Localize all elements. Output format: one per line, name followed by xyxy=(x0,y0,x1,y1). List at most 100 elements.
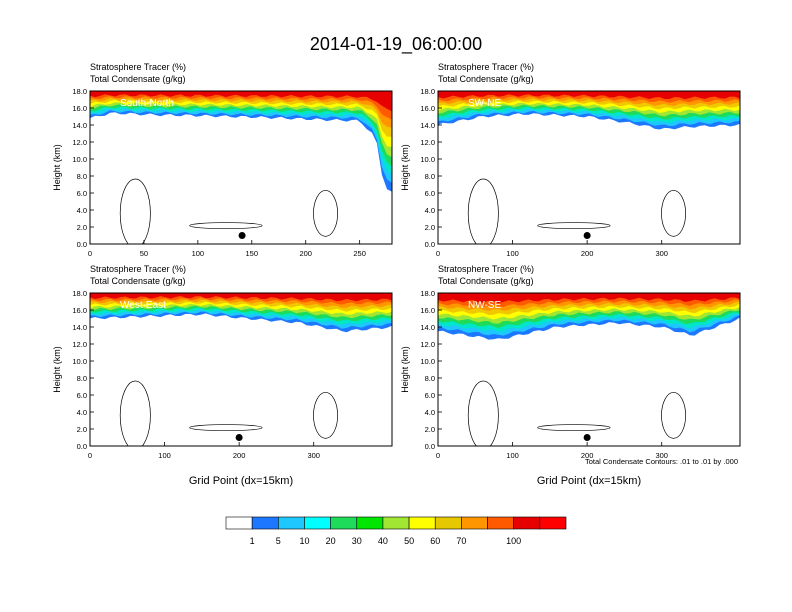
x-tick-label: 250 xyxy=(353,249,366,258)
plot-area xyxy=(438,91,740,244)
location-dot xyxy=(238,232,246,239)
location-dot xyxy=(583,434,591,441)
y-tick-label: 0.0 xyxy=(425,240,435,249)
tracer-band-5 xyxy=(90,91,392,158)
condensate-contour xyxy=(467,178,499,244)
colorbar-swatch xyxy=(539,516,567,530)
panel-label: SW-NE xyxy=(468,98,501,109)
x-tick-label: 200 xyxy=(581,451,594,460)
y-tick-label: 4.0 xyxy=(425,408,435,417)
y-tick-label: 6.0 xyxy=(425,189,435,198)
y-tick-label: 14.0 xyxy=(72,121,87,130)
x-axis-label: Grid Point (dx=15km) xyxy=(537,475,641,487)
y-tick-label: 14.0 xyxy=(420,323,435,332)
x-tick-label: 100 xyxy=(192,249,205,258)
colorbar-label: 30 xyxy=(352,536,362,546)
y-tick-label: 6.0 xyxy=(77,189,87,198)
y-axis-label: Height (km) xyxy=(52,144,62,191)
x-tick-label: 300 xyxy=(655,451,668,460)
contour-footnote: Total Condensate Contours: .01 to .01 by… xyxy=(585,457,738,466)
y-tick-label: 16.0 xyxy=(420,306,435,315)
y-tick-label: 10.0 xyxy=(72,155,87,164)
x-tick-label: 0 xyxy=(436,249,440,258)
colorbar-swatch xyxy=(434,516,462,530)
y-tick-label: 0.0 xyxy=(77,442,87,451)
y-tick-label: 18.0 xyxy=(72,87,87,96)
x-tick-label: 200 xyxy=(581,249,594,258)
colorbar-swatch xyxy=(304,516,331,530)
y-tick-label: 16.0 xyxy=(420,104,435,113)
colorbar-label: 20 xyxy=(326,536,336,546)
plot-frame xyxy=(89,292,393,447)
tracer-band-10 xyxy=(90,91,392,112)
tracer-band-10 xyxy=(438,293,740,303)
y-tick-label: 14.0 xyxy=(420,121,435,130)
colorbar-label: 70 xyxy=(456,536,466,546)
var-title-1: Stratosphere Tracer (%) xyxy=(438,62,534,72)
colorbar-label: 5 xyxy=(276,536,281,546)
plot-frame xyxy=(437,292,741,447)
condensate-contour xyxy=(537,424,611,432)
colorbar-swatch xyxy=(513,516,541,530)
y-tick-label: 2.0 xyxy=(425,425,435,434)
y-tick-label: 12.0 xyxy=(420,340,435,349)
panel-nw-se: NW-SE Stratosphere Tracer (%) Total Conden… xyxy=(400,264,741,487)
condensate-contour xyxy=(189,222,263,230)
colorbar-swatch xyxy=(487,516,514,530)
y-tick-label: 12.0 xyxy=(420,138,435,147)
y-tick-label: 6.0 xyxy=(77,391,87,400)
plot-area xyxy=(90,91,392,244)
plot-area xyxy=(438,293,740,446)
colorbar-swatch xyxy=(461,516,488,530)
y-axis-label: Height (km) xyxy=(52,346,62,393)
condensate-contour xyxy=(537,222,611,230)
y-tick-label: 10.0 xyxy=(420,155,435,164)
y-tick-label: 10.0 xyxy=(420,357,435,366)
y-tick-label: 14.0 xyxy=(72,323,87,332)
colorbar-swatch xyxy=(278,516,305,530)
page-title: 2014-01-19_06:00:00 xyxy=(310,34,482,55)
y-axis-label: Height (km) xyxy=(400,346,410,393)
colorbar-label: 10 xyxy=(299,536,309,546)
x-tick-label: 150 xyxy=(246,249,259,258)
colorbar-swatch xyxy=(225,516,253,530)
location-dot xyxy=(583,232,591,239)
y-tick-label: 18.0 xyxy=(72,289,87,298)
y-tick-label: 6.0 xyxy=(425,391,435,400)
tracer-band-6 xyxy=(90,91,392,147)
x-tick-label: 100 xyxy=(506,249,519,258)
colorbar-swatch xyxy=(330,516,358,530)
x-tick-label: 200 xyxy=(233,451,246,460)
condensate-contour xyxy=(119,380,151,446)
x-tick-label: 300 xyxy=(307,451,320,460)
var-title-1: Stratosphere Tracer (%) xyxy=(90,264,186,274)
y-tick-label: 12.0 xyxy=(72,138,87,147)
colorbar-swatch xyxy=(356,516,384,530)
condensate-contour xyxy=(661,392,686,439)
x-tick-label: 100 xyxy=(506,451,519,460)
var-title-2: Total Condensate (g/kg) xyxy=(438,74,534,84)
panel-west-east: West-East Stratosphere Tracer (%) Total Co… xyxy=(52,264,393,487)
y-tick-label: 18.0 xyxy=(420,87,435,96)
tracer-band-9 xyxy=(90,91,392,120)
y-tick-label: 4.0 xyxy=(425,206,435,215)
panel-label: South-North xyxy=(120,98,174,109)
y-tick-label: 2.0 xyxy=(425,223,435,232)
condensate-contour xyxy=(467,380,499,446)
tracer-band-10 xyxy=(90,293,392,302)
condensate-contour xyxy=(313,190,338,237)
colorbar-label: 40 xyxy=(378,536,388,546)
y-tick-label: 2.0 xyxy=(77,223,87,232)
panel-label: NW-SE xyxy=(468,300,501,311)
condensate-contour xyxy=(189,424,263,432)
condensate-contour xyxy=(661,190,686,237)
y-tick-label: 2.0 xyxy=(77,425,87,434)
colorbar: 1 5 10 20 30 40 50 60 70 100 xyxy=(225,516,567,546)
condensate-contour xyxy=(313,392,338,439)
var-title-1: Stratosphere Tracer (%) xyxy=(90,62,186,72)
location-dot xyxy=(235,434,243,441)
tracer-band-8 xyxy=(90,91,392,128)
y-tick-label: 4.0 xyxy=(77,408,87,417)
y-tick-label: 12.0 xyxy=(72,340,87,349)
